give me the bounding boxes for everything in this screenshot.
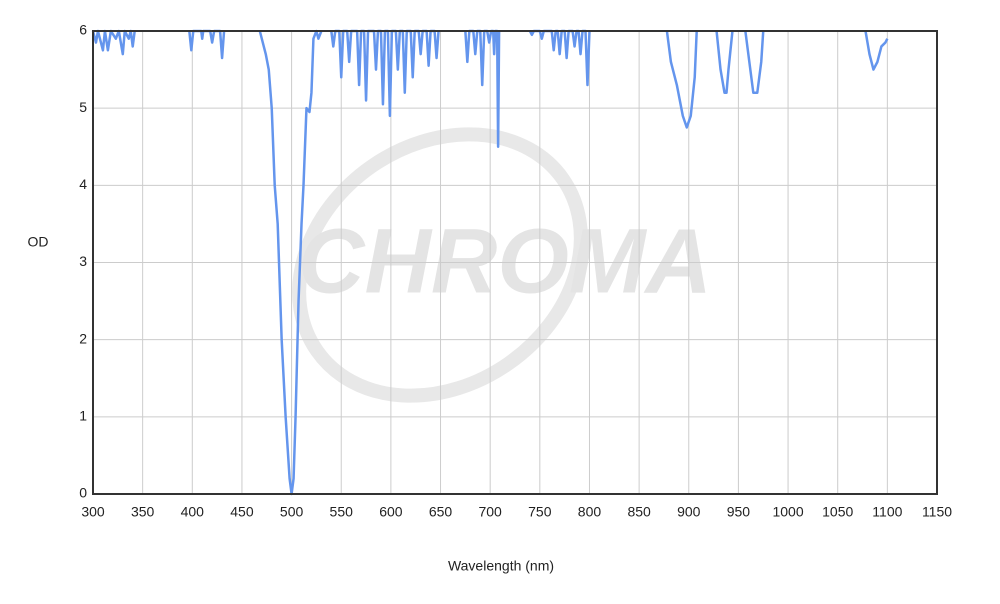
x-tick-label: 1100 [872,504,902,520]
x-tick-label: 800 [578,504,602,520]
y-tick-label: 3 [79,253,87,269]
x-tick-label: 1050 [822,504,853,520]
y-tick-label: 2 [79,330,87,346]
x-tick-label: 500 [280,504,304,520]
x-tick-label: 300 [81,504,105,520]
watermark: CHROMA [292,127,712,403]
x-tick-label: 1150 [922,504,952,520]
y-tick-label: 5 [79,99,87,115]
y-tick-label: 0 [79,485,87,501]
x-tick-label: 350 [131,504,155,520]
x-tick-label: 900 [677,504,701,520]
x-tick-label: 400 [181,504,205,520]
x-tick-label: 750 [528,504,552,520]
x-tick-label: 1000 [772,504,803,520]
x-tick-label: 600 [379,504,403,520]
plot-frame [92,30,938,495]
x-tick-label: 700 [478,504,502,520]
x-tick-label: 950 [727,504,751,520]
x-tick-label: 550 [330,504,354,520]
watermark-ring [292,127,588,403]
x-tick-label: 450 [230,504,254,520]
x-tick-label: 850 [627,504,651,520]
x-axis-title: Wavelength (nm) [448,558,554,574]
y-tick-label: 6 [79,22,87,38]
x-tick-label: 650 [429,504,453,520]
watermark-text: CHROMA [298,210,712,312]
y-tick-label: 4 [79,176,87,192]
y-axis-title: OD [28,234,49,250]
y-tick-label: 1 [79,408,87,424]
